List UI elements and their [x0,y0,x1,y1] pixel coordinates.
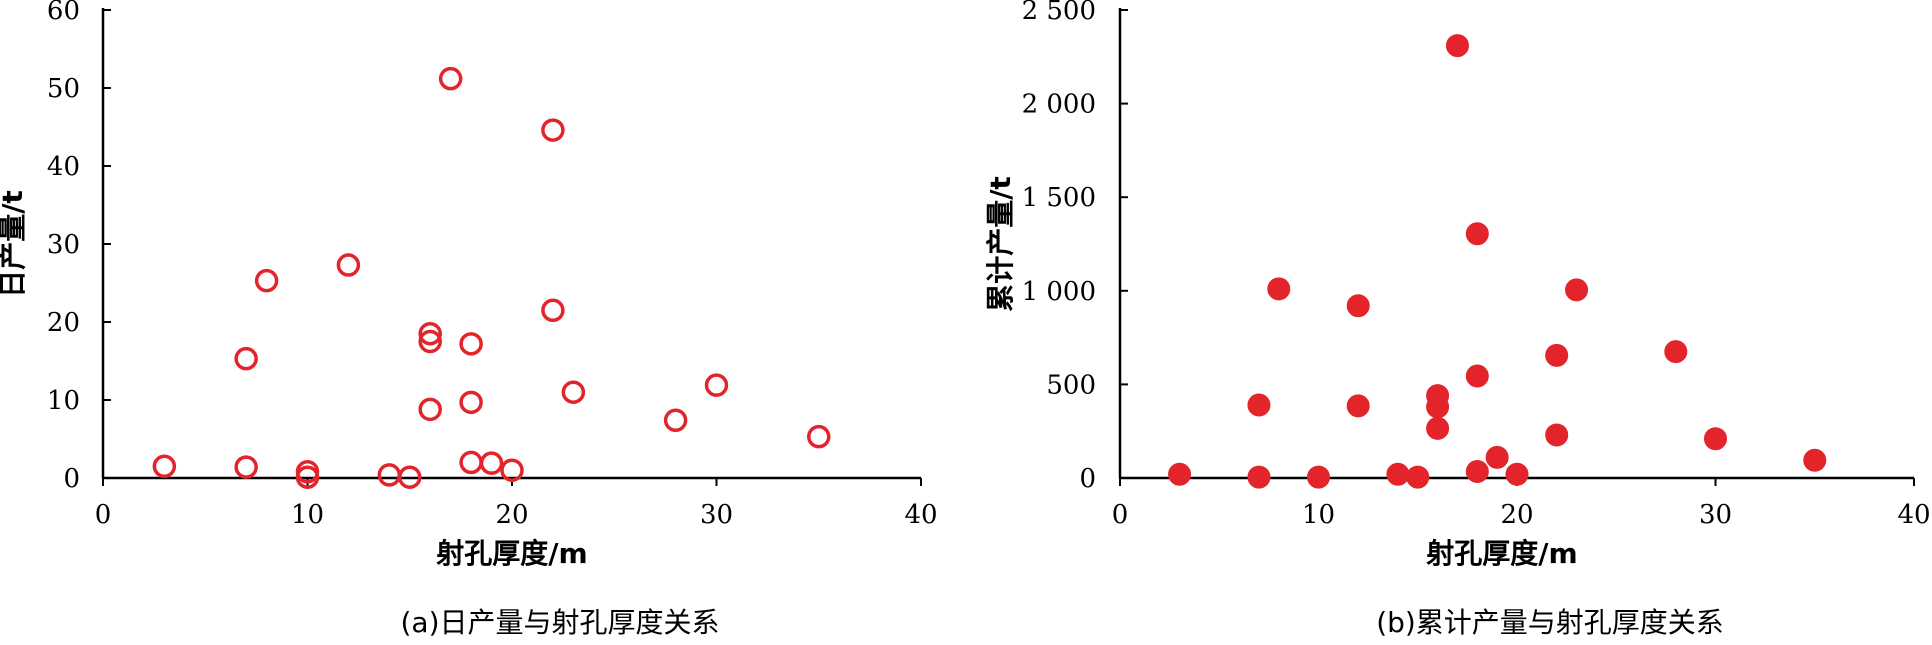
data-point [254,268,279,293]
x-tick-label: 10 [291,500,324,530]
x-tick-label: 20 [1500,500,1533,530]
data-point [459,332,483,356]
data-point [704,373,729,397]
data-point [438,66,463,91]
data-point [418,329,442,354]
data-point [234,455,258,479]
x-tick-label: 40 [1897,500,1930,530]
data-point [459,450,483,475]
x-tick-label: 20 [495,500,528,530]
data-point [541,298,565,323]
data-point [398,465,422,489]
data-point [1465,222,1489,246]
data-point [1426,416,1450,440]
data-point [1247,393,1271,417]
data-point [1465,459,1489,483]
y-tick-label: 500 [1046,370,1096,400]
data-point [663,408,688,433]
data-point [1704,427,1727,451]
data-point [1505,462,1529,486]
y-tick-label: 20 [47,308,80,338]
data-point [234,346,258,371]
data-point [1545,423,1569,447]
x-tick-label: 30 [700,500,733,530]
data-point [1168,462,1192,486]
chart-caption: (a)日产量与射孔厚度关系 [400,606,719,639]
y-tick-label: 2 000 [1022,90,1096,120]
data-point [541,118,565,142]
data-point [1346,294,1370,318]
data-point [152,454,177,479]
data-point [1803,448,1827,472]
y-tick-label: 50 [47,74,80,104]
data-point [1445,34,1469,58]
data-point [479,451,504,475]
data-point [377,463,402,487]
y-tick-label: 0 [63,464,80,494]
x-tick-label: 0 [1112,500,1129,530]
y-tick-label: 2 500 [1022,0,1096,26]
y-axis-label: 日产量/t [0,190,29,298]
data-point [295,465,320,489]
x-tick-label: 40 [904,500,937,530]
data-point [1664,340,1688,364]
x-tick-label: 0 [95,500,112,530]
data-point [807,424,831,449]
data-point [1426,395,1450,419]
data-point [1485,445,1509,469]
y-tick-label: 30 [47,230,80,260]
y-tick-label: 40 [47,152,80,182]
y-tick-label: 1 500 [1022,183,1096,213]
y-tick-label: 1 000 [1022,277,1096,307]
data-point [1386,462,1410,486]
data-point [1247,465,1271,489]
data-point [1406,465,1430,489]
data-point [418,397,442,422]
y-tick-label: 60 [47,0,80,26]
x-axis-label: 射孔厚度/m [435,537,587,570]
data-point [1565,278,1589,302]
y-tick-label: 0 [1079,464,1096,494]
data-point [1545,343,1569,367]
y-axis-label: 累计产量/t [984,176,1017,312]
data-point [1307,465,1330,489]
x-axis-label: 射孔厚度/m [1425,537,1577,570]
chart-panel-a: 0 10 20 30 40 50 60 0 10 20 30 40 射孔厚度/m 日产量/t (a)日产量与… [0,0,938,639]
data-point [500,458,524,482]
x-tick-label: 10 [1302,500,1335,530]
data-point [418,321,442,346]
chart-caption: (b)累计产量与射孔厚度关系 [1376,606,1724,639]
x-tick-label: 30 [1699,500,1732,530]
data-point [1267,277,1291,301]
data-point [336,253,361,277]
data-point [561,380,586,404]
y-tick-label: 10 [47,386,80,416]
data-point [1346,394,1370,418]
data-point [1465,364,1489,388]
data-point [459,390,483,415]
chart-panel-b: 0 500 1 000 1 500 2 000 2 500 0 10 20 30 40 射孔厚度/m 累… [984,0,1931,639]
